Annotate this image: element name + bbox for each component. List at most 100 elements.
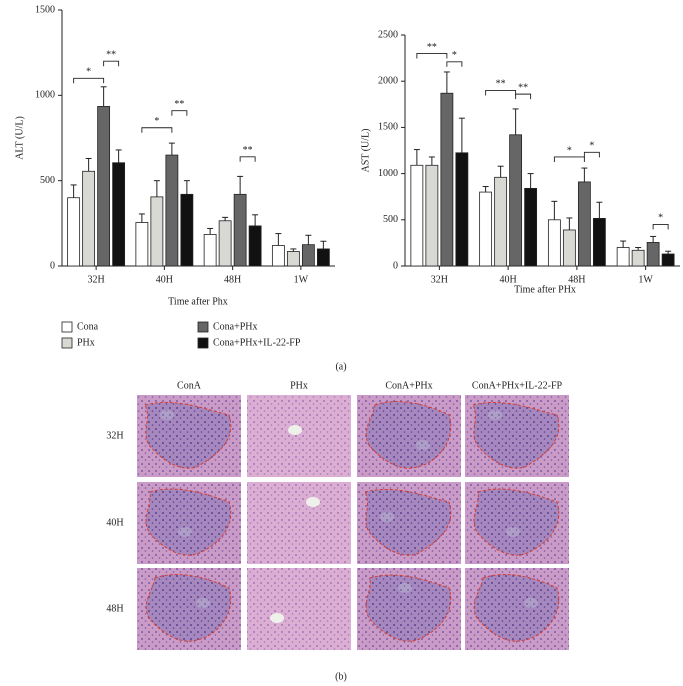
y-axis-title: ALT (U/L) xyxy=(14,116,25,160)
significance-label: ** xyxy=(106,49,116,60)
significance-label: * xyxy=(452,50,457,61)
lesion-area xyxy=(145,402,231,469)
bar xyxy=(440,92,454,267)
row-label: 32H xyxy=(106,430,123,441)
panel-label: (a) xyxy=(335,361,346,372)
column-label: ConA+PHx+IL-22-FP xyxy=(472,380,563,391)
lesion-outline xyxy=(145,488,232,556)
y-tick-label: 1500 xyxy=(378,122,398,133)
y-tick-label: 2000 xyxy=(378,75,398,86)
bar xyxy=(271,245,285,267)
significance-bracket xyxy=(239,156,256,162)
significance-label: ** xyxy=(243,145,253,156)
significance-bracket xyxy=(485,89,517,96)
histology-image xyxy=(247,482,351,564)
bar xyxy=(248,225,262,267)
legend-label: Cona+PHx xyxy=(213,321,258,332)
legend-swatch xyxy=(197,337,209,349)
histology-image xyxy=(247,568,351,650)
x-tick-label: 40H xyxy=(156,274,173,285)
lesion-area xyxy=(366,575,451,642)
bar xyxy=(494,176,508,267)
x-tick-label: 1W xyxy=(638,274,653,285)
lesion-area xyxy=(365,489,451,556)
significance-bracket xyxy=(103,60,120,67)
legend-label: Cona+PHx+IL-22-FP xyxy=(213,337,301,348)
lesion-outline xyxy=(365,401,452,469)
bar xyxy=(661,253,675,267)
bar xyxy=(479,191,493,267)
significance-label: * xyxy=(86,67,91,78)
significance-label: * xyxy=(154,116,159,127)
significance-bracket xyxy=(652,223,669,230)
bar xyxy=(203,234,217,267)
bar xyxy=(577,181,591,267)
bar xyxy=(218,220,232,267)
bar xyxy=(524,187,538,267)
bar xyxy=(67,197,81,267)
significance-label: * xyxy=(658,213,663,224)
x-tick-label: 1W xyxy=(294,274,309,285)
y-tick-label: 1000 xyxy=(35,90,55,101)
significance-bracket xyxy=(141,127,173,133)
bar xyxy=(82,170,96,267)
y-axis-title: AST (U/L) xyxy=(360,129,371,173)
bar xyxy=(97,106,111,267)
vessel xyxy=(288,425,302,435)
significance-bracket xyxy=(171,110,188,116)
legend-label: PHx xyxy=(77,337,95,348)
bar xyxy=(316,248,330,267)
significance-bracket xyxy=(73,77,105,84)
lesion-outline xyxy=(144,401,232,469)
bar xyxy=(616,247,630,267)
row-label: 40H xyxy=(106,517,123,528)
significance-label: * xyxy=(567,145,572,156)
y-tick-label: 2500 xyxy=(378,29,398,40)
y-tick-label: 500 xyxy=(40,175,55,186)
bar xyxy=(455,152,469,267)
y-tick-label: 1000 xyxy=(378,168,398,179)
x-axis-title: Time after Phx xyxy=(168,296,228,307)
y-tick-label: 0 xyxy=(50,260,55,271)
x-tick-label: 48H xyxy=(224,274,241,285)
significance-bracket xyxy=(416,53,448,59)
bar xyxy=(135,222,149,267)
x-axis-title: Time after PHx xyxy=(514,284,576,295)
row-label: 48H xyxy=(106,603,123,614)
y-tick-label: 1500 xyxy=(35,4,55,15)
lesion-outline xyxy=(473,488,560,556)
bar xyxy=(301,244,315,267)
column-label: ConA xyxy=(177,380,202,391)
histology-image xyxy=(247,395,351,477)
bar xyxy=(547,219,561,267)
significance-label: ** xyxy=(496,79,506,90)
legend-swatch xyxy=(197,321,209,333)
vessel xyxy=(270,613,284,623)
significance-bracket xyxy=(446,61,463,67)
x-tick-label: 32H xyxy=(88,274,105,285)
lesion-area xyxy=(473,402,559,469)
bar xyxy=(165,154,179,267)
bar xyxy=(180,193,194,267)
column-label: ConA+PHx xyxy=(385,380,432,391)
panel-label: (b) xyxy=(335,671,347,682)
y-tick-label: 500 xyxy=(383,214,398,225)
bar xyxy=(562,229,576,267)
lesion-outline xyxy=(365,574,452,642)
significance-bracket xyxy=(553,156,585,162)
significance-bracket xyxy=(583,151,600,158)
y-tick-label: 0 xyxy=(393,260,398,271)
lesion-area xyxy=(474,574,559,642)
lesion-area xyxy=(146,574,231,642)
x-tick-label: 40H xyxy=(500,274,517,285)
bar xyxy=(410,164,424,267)
lesion-outline xyxy=(145,574,232,642)
significance-label: ** xyxy=(174,99,184,110)
bar xyxy=(286,251,300,267)
significance-label: ** xyxy=(427,42,437,53)
bar xyxy=(592,218,606,267)
legend-swatch xyxy=(61,321,73,333)
bar xyxy=(509,134,523,267)
significance-label: * xyxy=(589,141,594,152)
bar xyxy=(233,193,247,267)
